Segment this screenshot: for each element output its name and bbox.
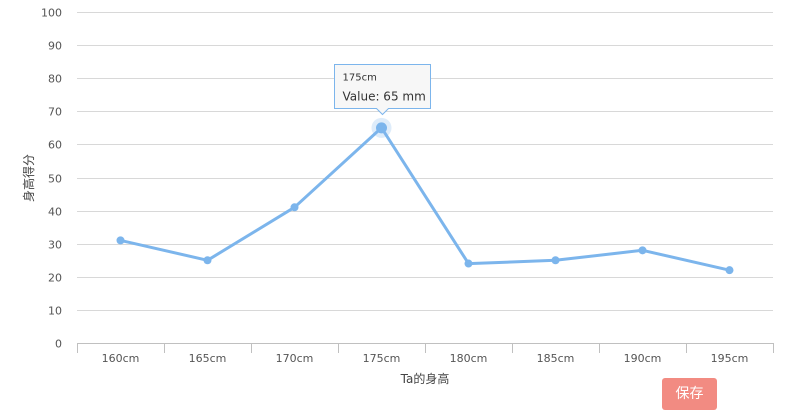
y-tick-label: 20 bbox=[48, 272, 62, 285]
y-tick-label: 100 bbox=[41, 7, 62, 20]
data-point[interactable] bbox=[204, 256, 212, 264]
data-point[interactable] bbox=[376, 122, 387, 133]
y-tick-label: 30 bbox=[48, 239, 62, 252]
data-point[interactable] bbox=[552, 256, 560, 264]
data-point[interactable] bbox=[117, 236, 125, 244]
x-tick-label: 185cm bbox=[537, 352, 575, 365]
data-point[interactable] bbox=[639, 246, 647, 254]
x-tick-label: 175cm bbox=[363, 352, 401, 365]
series-line bbox=[121, 128, 730, 270]
y-tick-label: 80 bbox=[48, 73, 62, 86]
x-tick-labels: 160cm 165cm 170cm 175cm 180cm 185cm 190cm 195cm bbox=[102, 352, 749, 365]
tooltip-value: Value: 65 mm bbox=[343, 90, 426, 104]
tooltip: 175cm Value: 65 mm bbox=[335, 65, 431, 115]
x-tick-label: 180cm bbox=[450, 352, 488, 365]
y-tick-label: 0 bbox=[55, 338, 62, 351]
data-point[interactable] bbox=[726, 266, 734, 274]
x-tick-label: 160cm bbox=[102, 352, 140, 365]
x-tick-label: 170cm bbox=[276, 352, 314, 365]
y-tick-label: 90 bbox=[48, 40, 62, 53]
x-tick-label: 190cm bbox=[624, 352, 662, 365]
y-tick-label: 40 bbox=[48, 206, 62, 219]
series bbox=[117, 118, 734, 274]
y-tick-label: 50 bbox=[48, 173, 62, 186]
x-tick-label: 165cm bbox=[189, 352, 227, 365]
x-tick-label: 195cm bbox=[711, 352, 749, 365]
grid-lines bbox=[77, 13, 773, 311]
y-axis-title: 身高得分 bbox=[21, 154, 36, 202]
y-tick-label: 10 bbox=[48, 305, 62, 318]
data-point[interactable] bbox=[291, 203, 299, 211]
y-tick-label: 70 bbox=[48, 106, 62, 119]
x-axis-title: Ta的身高 bbox=[400, 371, 450, 386]
data-point[interactable] bbox=[465, 260, 473, 268]
tooltip-title: 175cm bbox=[343, 73, 377, 84]
save-button[interactable]: 保存 bbox=[662, 378, 717, 410]
y-tick-labels: 0 10 20 30 40 50 60 70 80 90 100 bbox=[41, 7, 62, 351]
x-axis bbox=[77, 343, 774, 353]
y-tick-label: 60 bbox=[48, 139, 62, 152]
